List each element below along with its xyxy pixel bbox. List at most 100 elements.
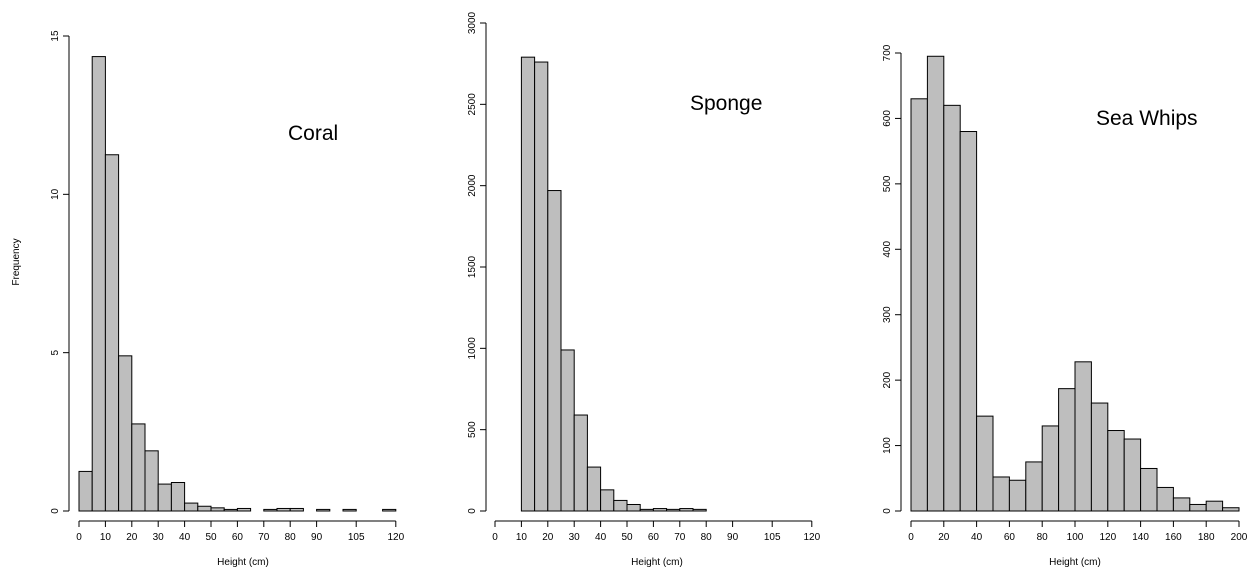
sea-whips-bar (943, 104, 961, 512)
sponge-histogram-panel: 0 500 1000 1500 2000 2500 3000 0 10 20 30 40 50 60 70… (467, 11, 821, 568)
coral-bar (157, 483, 172, 512)
coral-bar (104, 154, 120, 512)
sponge-y-tick-label: 2500 (467, 93, 478, 116)
sponge-bar (639, 508, 654, 512)
sea-whips-bar (959, 131, 978, 512)
coral-bar (144, 450, 159, 512)
sea-whips-x-tick-label: 200 (1231, 532, 1248, 543)
coral-x-tick-label: 80 (285, 532, 297, 543)
sea-whips-bar (1090, 402, 1109, 512)
sponge-x-tick-label: 50 (621, 532, 633, 543)
sponge-bars (520, 56, 707, 512)
sponge-y-tick-label: 2000 (467, 174, 478, 197)
sponge-bar (547, 190, 562, 512)
sea-whips-bar (1123, 438, 1142, 512)
sea-whips-x-axis: 0 20 40 60 80 100 120 140 160 180 200 (908, 520, 1248, 543)
coral-x-tick-label: 20 (126, 532, 138, 543)
sponge-y-tick-label: 500 (467, 421, 478, 438)
sea-whips-x-tick-label: 80 (1037, 532, 1049, 543)
sea-whips-y-axis: 0 100 200 300 400 500 600 700 (882, 44, 902, 514)
coral-bar (263, 508, 278, 512)
coral-x-tick-label: 30 (153, 532, 165, 543)
coral-y-axis: 0 5 10 15 (50, 30, 70, 514)
coral-bar (382, 508, 397, 512)
sea-whips-bars (910, 55, 1240, 512)
sea-whips-bar (992, 476, 1010, 512)
coral-bar (170, 482, 186, 512)
coral-x-tick-label: 40 (179, 532, 191, 543)
coral-bar (342, 508, 357, 512)
sponge-x-tick-label: 0 (492, 532, 498, 543)
sponge-x-axis: 0 10 20 30 40 50 60 70 80 90 105 120 (492, 520, 821, 543)
coral-x-tick-label: 0 (76, 532, 82, 543)
sea-whips-y-tick-label: 500 (882, 175, 893, 192)
sea-whips-x-tick-label: 20 (938, 532, 950, 543)
sea-whips-y-tick-label: 300 (882, 306, 893, 323)
sponge-bar (600, 489, 615, 512)
coral-bar (316, 508, 331, 512)
coral-x-tick-label: 60 (232, 532, 244, 543)
sponge-y-tick-label: 3000 (467, 11, 478, 34)
sea-whips-bar (1140, 467, 1158, 512)
coral-bars (78, 56, 397, 512)
sea-whips-x-tick-label: 40 (971, 532, 983, 543)
sponge-y-tick-label: 1500 (467, 255, 478, 278)
sea-whips-y-tick-label: 200 (882, 371, 893, 388)
sea-whips-x-tick-label: 120 (1099, 532, 1116, 543)
sea-whips-bar (1008, 479, 1027, 512)
coral-y-axis-label: Frequency (11, 238, 22, 285)
coral-y-tick-label: 10 (50, 188, 61, 200)
coral-x-axis-label: Height (cm) (217, 557, 269, 568)
sponge-bar (692, 508, 707, 512)
sponge-x-tick-label: 20 (542, 532, 554, 543)
sponge-x-tick-label: 60 (648, 532, 660, 543)
coral-bar (197, 505, 212, 512)
coral-x-tick-label: 105 (348, 532, 365, 543)
sponge-bar (573, 414, 588, 512)
sea-whips-bar (1156, 486, 1174, 512)
sponge-x-tick-label: 40 (595, 532, 607, 543)
coral-bar (78, 470, 93, 512)
sea-whips-bar (1205, 500, 1224, 512)
sponge-x-axis-label: Height (cm) (631, 557, 683, 568)
sea-whips-bar (1074, 361, 1092, 512)
sea-whips-x-tick-label: 0 (908, 532, 914, 543)
sea-whips-bar (1222, 507, 1240, 512)
sponge-bar (613, 499, 628, 512)
sea-whips-bar (926, 55, 945, 512)
sponge-bar (666, 508, 681, 512)
sea-whips-title: Sea Whips (1096, 107, 1198, 130)
sea-whips-x-axis-label: Height (cm) (1049, 557, 1101, 568)
coral-y-tick-label: 15 (50, 30, 61, 42)
coral-bar (210, 507, 225, 512)
sponge-y-axis: 0 500 1000 1500 2000 2500 3000 (467, 11, 487, 514)
sponge-x-tick-label: 70 (674, 532, 686, 543)
sponge-bar (626, 503, 641, 512)
coral-bar (223, 508, 238, 512)
sponge-bar (560, 349, 575, 512)
sea-whips-bar (1107, 430, 1125, 512)
coral-title: Coral (288, 122, 338, 145)
sponge-bar (586, 466, 602, 512)
sea-whips-bar (1172, 497, 1191, 512)
sea-whips-y-tick-label: 400 (882, 241, 893, 258)
coral-histogram-panel: 0 5 10 15 0 10 20 30 40 50 60 70 80 90 105 120 Coral H… (11, 30, 405, 568)
sea-whips-histogram-panel: 0 100 200 300 400 500 600 700 0 20 40 60 80 100 120 14… (882, 44, 1248, 568)
sponge-title: Sponge (690, 92, 762, 115)
sea-whips-bar (910, 98, 928, 512)
sponge-bar (520, 56, 536, 512)
sea-whips-y-tick-label: 700 (882, 44, 893, 61)
sponge-bar (652, 508, 668, 512)
sea-whips-bar (1189, 503, 1207, 512)
coral-x-tick-label: 70 (258, 532, 270, 543)
coral-x-tick-label: 90 (311, 532, 323, 543)
sea-whips-bar (1025, 461, 1043, 512)
sponge-bar (679, 508, 694, 512)
coral-bar (236, 507, 252, 512)
coral-bar (91, 56, 106, 512)
coral-y-tick-label: 5 (50, 349, 61, 355)
sponge-x-tick-label: 90 (727, 532, 739, 543)
sponge-x-tick-label: 30 (569, 532, 581, 543)
coral-x-tick-label: 120 (387, 532, 404, 543)
